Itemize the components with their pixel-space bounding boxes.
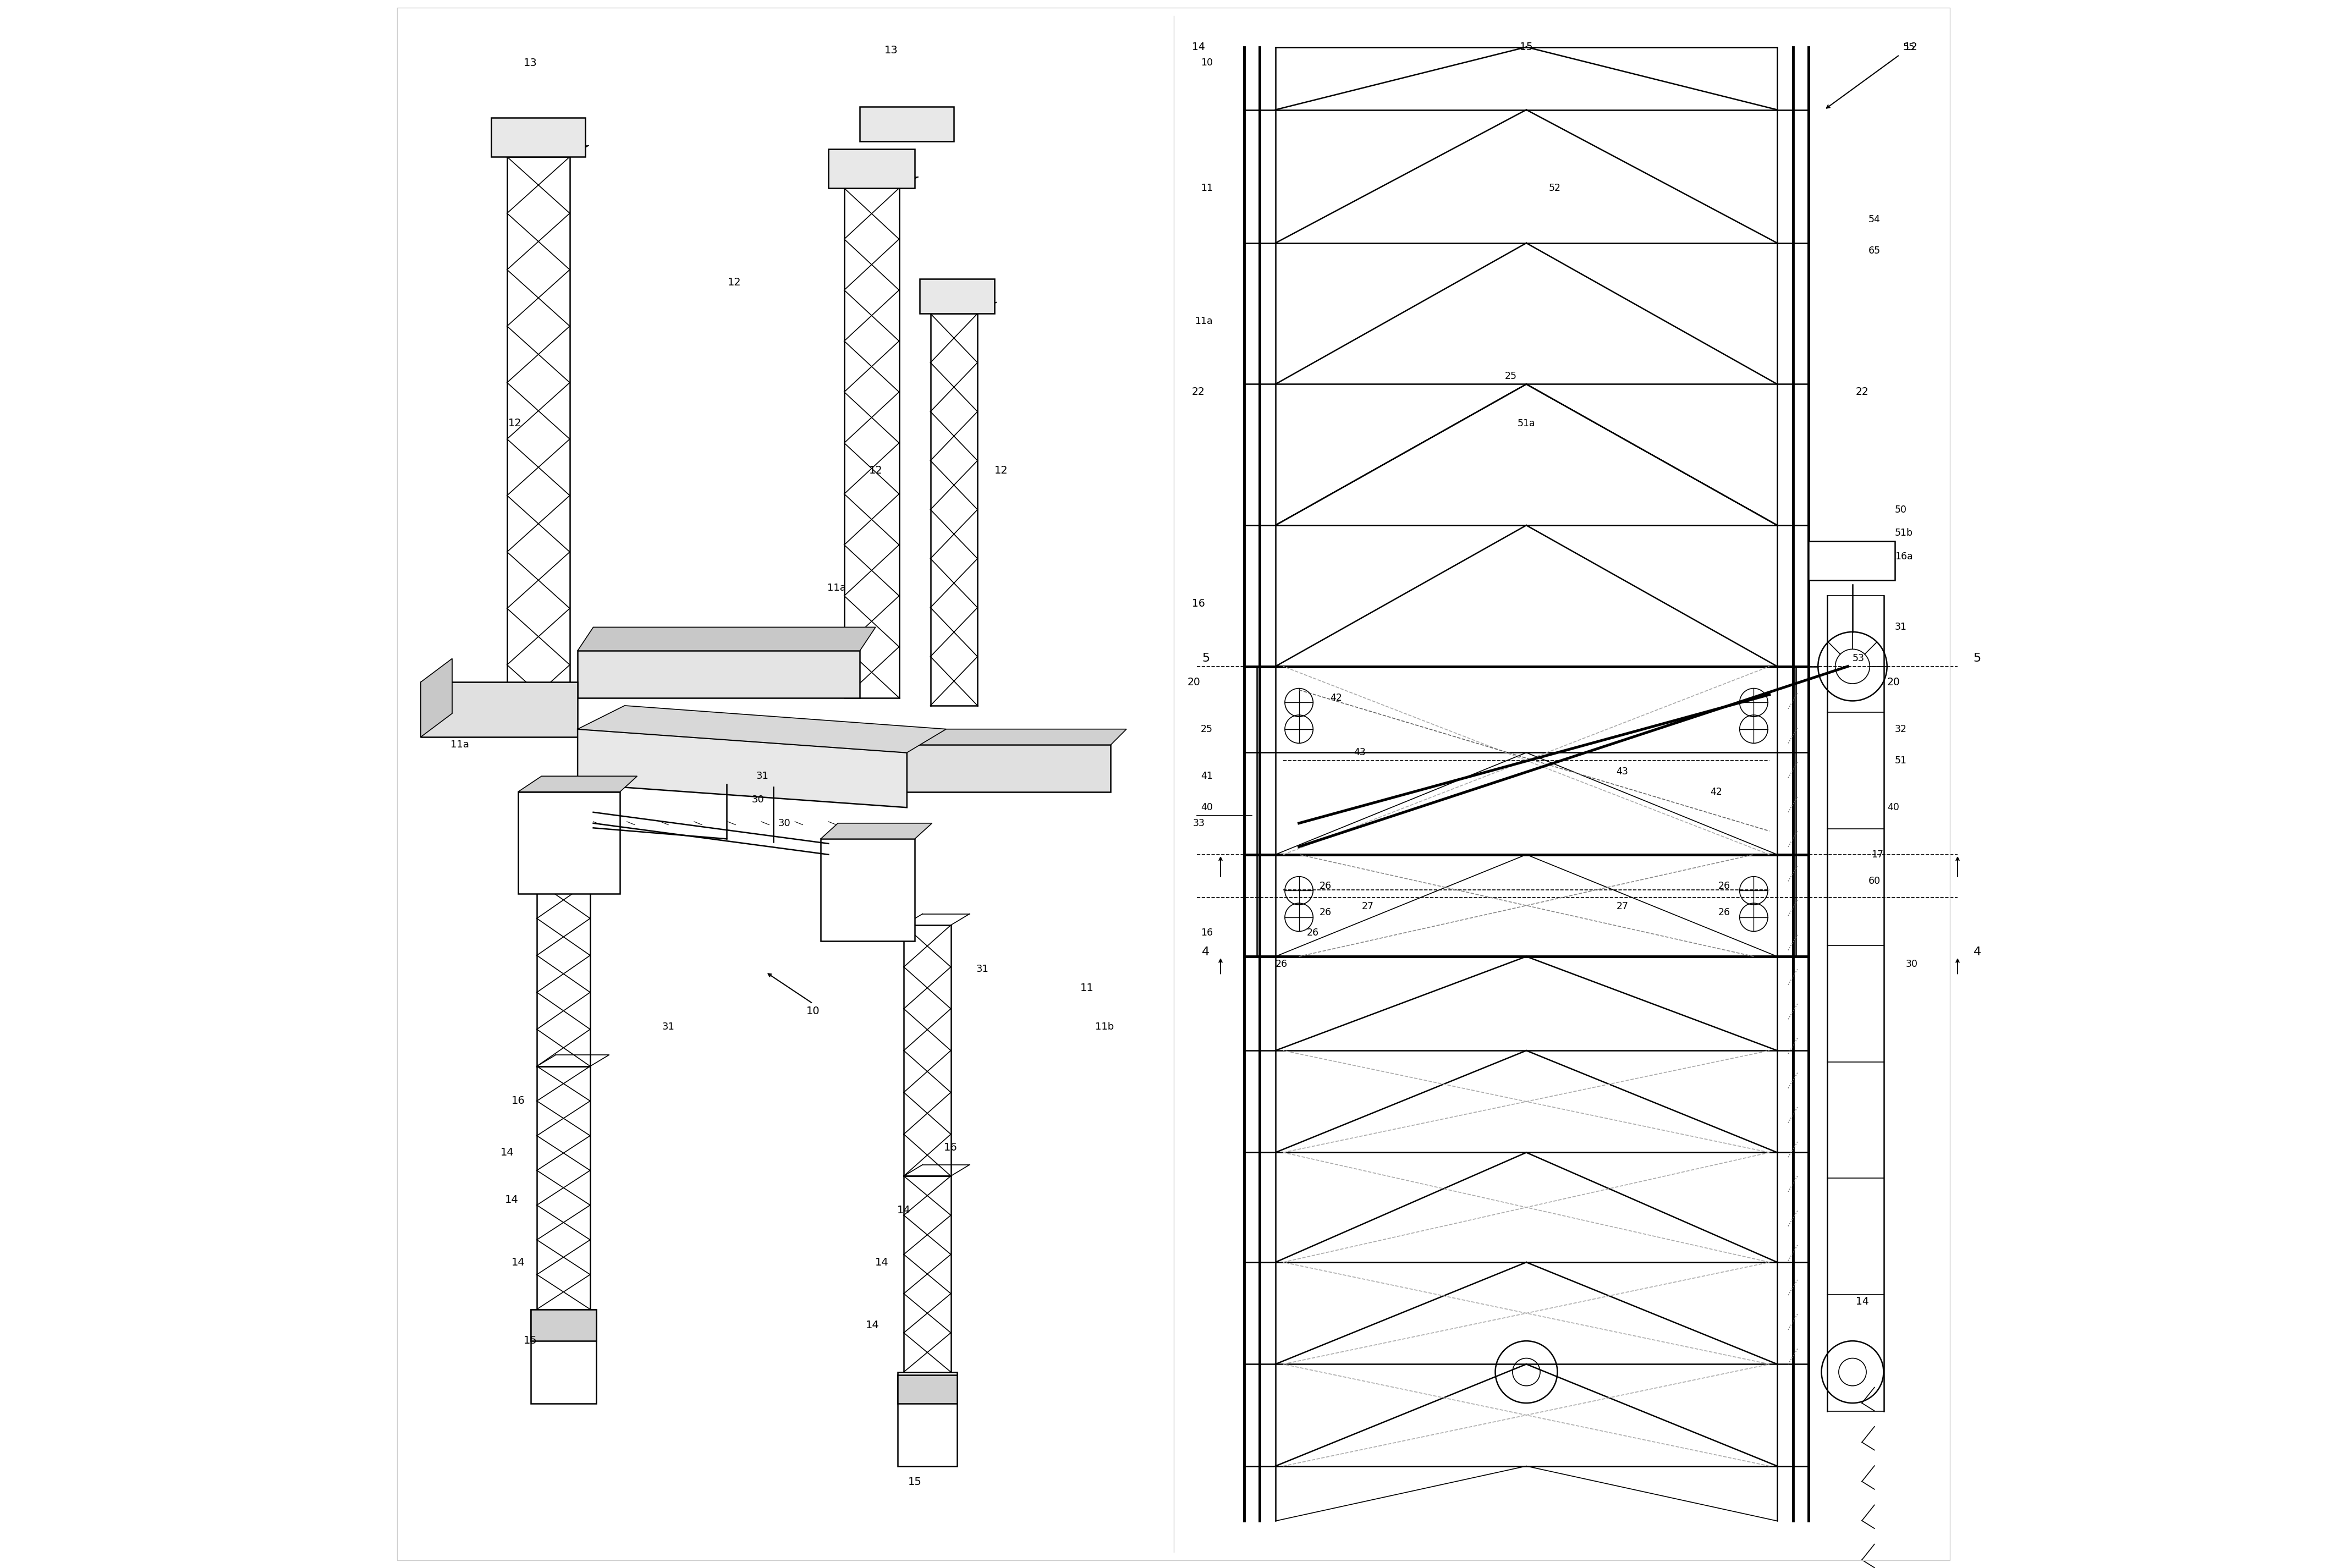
Text: 11a: 11a	[451, 740, 469, 750]
Text: 31: 31	[1894, 622, 1908, 632]
Text: 16: 16	[1202, 928, 1213, 938]
Bar	[530, 1309, 596, 1341]
Polygon shape	[577, 706, 946, 753]
Bar	[1256, 855, 1795, 956]
Text: 33: 33	[1192, 818, 1204, 828]
Text: 16a: 16a	[1894, 552, 1913, 561]
Text: 4: 4	[1202, 946, 1209, 958]
Text: 11: 11	[1080, 983, 1094, 993]
Polygon shape	[420, 682, 577, 737]
Text: 26: 26	[1718, 881, 1730, 891]
Text: 12: 12	[868, 466, 882, 475]
Text: 15: 15	[1521, 42, 1533, 52]
Bar	[897, 1372, 958, 1466]
Bar	[1256, 666, 1795, 855]
Text: 12: 12	[728, 278, 742, 287]
Text: 40: 40	[1202, 803, 1213, 812]
Text: 14: 14	[500, 1148, 514, 1157]
Text: 14: 14	[1856, 1297, 1868, 1306]
Text: 4: 4	[1974, 946, 1981, 958]
Text: 31: 31	[976, 964, 988, 974]
Text: 30: 30	[1906, 960, 1917, 969]
Text: 51a: 51a	[1519, 419, 1535, 428]
Polygon shape	[519, 776, 636, 792]
Text: 22: 22	[1856, 387, 1868, 397]
Text: 20: 20	[1887, 677, 1901, 687]
Bar	[859, 107, 953, 141]
Text: 20: 20	[1188, 677, 1199, 687]
Text: 43: 43	[1354, 748, 1366, 757]
Polygon shape	[875, 745, 1110, 792]
Text: 13: 13	[523, 58, 537, 67]
Text: 11a: 11a	[1195, 317, 1213, 326]
Text: 22: 22	[1192, 387, 1204, 397]
Polygon shape	[420, 659, 453, 737]
Text: 55: 55	[1903, 42, 1915, 52]
Text: 30: 30	[779, 818, 791, 828]
Text: 60: 60	[1868, 877, 1880, 886]
Text: 53: 53	[1852, 654, 1864, 663]
Text: 14: 14	[897, 1206, 911, 1215]
Bar	[491, 118, 584, 157]
Bar	[530, 1309, 596, 1403]
Text: 15: 15	[523, 1336, 537, 1345]
Text: 15: 15	[908, 1477, 922, 1486]
Text: 14: 14	[875, 1258, 890, 1267]
Text: 42: 42	[1711, 787, 1723, 797]
Text: 12: 12	[1903, 42, 1917, 52]
Text: 25: 25	[1202, 724, 1213, 734]
Text: 16: 16	[512, 1096, 526, 1105]
Text: 10: 10	[1202, 58, 1213, 67]
Text: 26: 26	[1319, 908, 1331, 917]
Text: 14: 14	[866, 1320, 880, 1330]
Text: 26: 26	[1274, 960, 1289, 969]
Text: 26: 26	[1718, 908, 1730, 917]
Text: 16: 16	[943, 1143, 958, 1152]
Text: 25: 25	[1504, 372, 1516, 381]
Text: 65: 65	[1868, 246, 1880, 256]
Bar	[828, 149, 915, 188]
Text: 42: 42	[1331, 693, 1342, 702]
Bar	[519, 792, 620, 894]
Text: 40: 40	[1887, 803, 1899, 812]
Bar	[1810, 541, 1894, 580]
Text: 54: 54	[1868, 215, 1880, 224]
Polygon shape	[821, 823, 932, 839]
Text: 11a: 11a	[826, 583, 845, 593]
Text: 52: 52	[1549, 183, 1561, 193]
Text: 27: 27	[1361, 902, 1373, 911]
Text: 5: 5	[1974, 652, 1981, 665]
Text: 32: 32	[1894, 724, 1908, 734]
Text: 16: 16	[1192, 599, 1204, 608]
Text: 26: 26	[1307, 928, 1319, 938]
Text: 31: 31	[662, 1022, 676, 1032]
Text: 26: 26	[1319, 881, 1331, 891]
Text: 14: 14	[505, 1195, 519, 1204]
Text: 17: 17	[1871, 850, 1882, 859]
Text: 10: 10	[805, 1007, 819, 1016]
Text: 51b: 51b	[1894, 528, 1913, 538]
Polygon shape	[577, 627, 875, 651]
Polygon shape	[577, 729, 906, 808]
Text: 30: 30	[751, 795, 765, 804]
Text: 11b: 11b	[1096, 1022, 1115, 1032]
Polygon shape	[577, 651, 859, 698]
Polygon shape	[875, 729, 1127, 745]
Text: 27: 27	[1617, 902, 1629, 911]
Text: 11: 11	[1202, 183, 1213, 193]
Text: 41: 41	[1202, 771, 1213, 781]
Text: 14: 14	[512, 1258, 526, 1267]
Text: 13: 13	[885, 45, 899, 55]
Text: 5: 5	[1202, 652, 1209, 665]
Text: 12: 12	[507, 419, 521, 428]
Bar	[897, 1375, 958, 1403]
Bar	[920, 279, 995, 314]
Bar	[821, 839, 915, 941]
Text: 43: 43	[1617, 767, 1629, 776]
Text: 31: 31	[756, 771, 770, 781]
Text: 12: 12	[995, 466, 1007, 475]
Text: 50: 50	[1894, 505, 1908, 514]
Text: 51: 51	[1894, 756, 1908, 765]
Text: 14: 14	[1192, 42, 1204, 52]
